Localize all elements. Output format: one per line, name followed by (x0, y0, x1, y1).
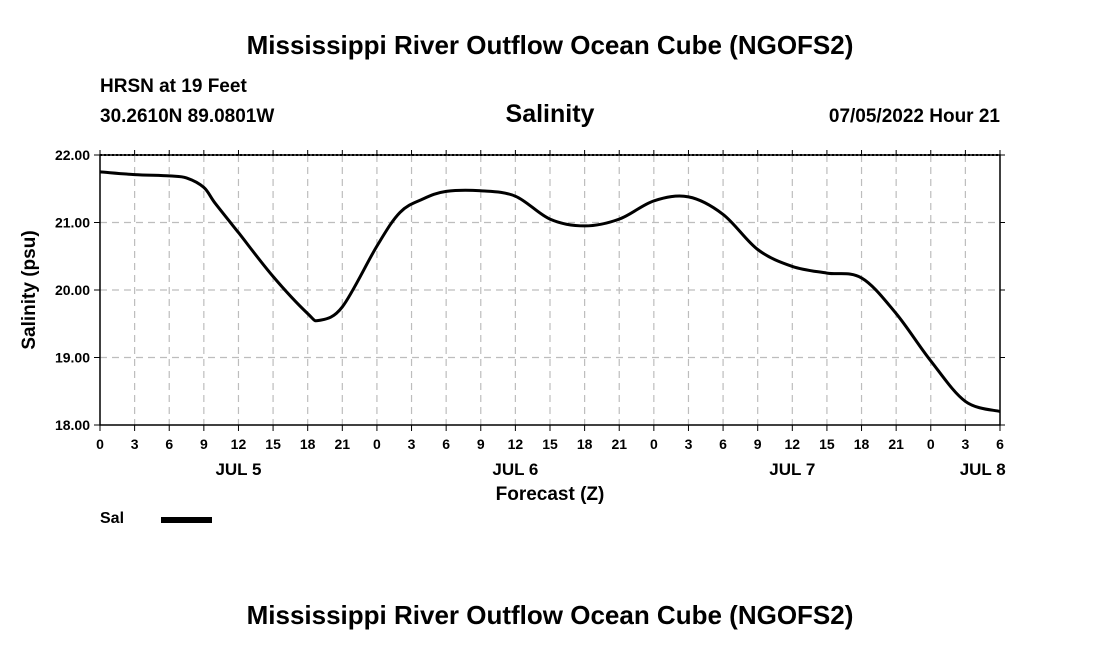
x-axis-label: Forecast (Z) (496, 484, 605, 505)
x-tick-label: 12 (231, 436, 247, 452)
x-tick-label: 18 (577, 436, 593, 452)
legend-label: Sal (100, 510, 125, 527)
x-tick-label: 12 (785, 436, 801, 452)
y-tick-label: 20.00 (55, 282, 90, 298)
x-tick-label: 9 (477, 436, 485, 452)
series-group (99, 170, 1001, 413)
station-coordinates: 30.2610N 89.0801W (100, 106, 275, 127)
footer-title: Mississippi River Outflow Ocean Cube (NG… (246, 600, 854, 630)
x-tick-label: 3 (961, 436, 969, 452)
x-tick-label: 6 (719, 436, 727, 452)
x-tick-label: 9 (754, 436, 762, 452)
x-tick-label: 15 (265, 436, 281, 452)
x-tick-label: 15 (819, 436, 835, 452)
x-tick-label: 3 (131, 436, 139, 452)
x-tick-label: 18 (854, 436, 870, 452)
x-tick-label: 21 (335, 436, 351, 452)
y-tick-label: 21.00 (55, 215, 90, 231)
x-tick-label: 12 (508, 436, 524, 452)
y-axis-label: Salinity (psu) (19, 230, 40, 349)
x-date-label: JUL 5 (215, 460, 261, 479)
x-tick-label: 9 (200, 436, 208, 452)
x-tick-label: 3 (685, 436, 693, 452)
axis-ticks: 0 3 6 9 12 15 18 21 0 3 6 9 12 15 18 21 0 3 6 9 12 15 18 21 0 3 6 1… (55, 147, 1006, 479)
x-tick-label: 21 (611, 436, 627, 452)
x-tick-label: 0 (927, 436, 935, 452)
x-tick-label: 21 (888, 436, 904, 452)
chart-grid (100, 155, 1000, 425)
chart-subtitle: Salinity (505, 100, 595, 128)
x-tick-label: 0 (650, 436, 658, 452)
forecast-timestamp: 07/05/2022 Hour 21 (828, 106, 1000, 127)
x-date-label: JUL 8 (960, 460, 1006, 479)
x-tick-label: 18 (300, 436, 316, 452)
x-tick-label: 6 (442, 436, 450, 452)
chart-title: Mississippi River Outflow Ocean Cube (NG… (246, 30, 854, 60)
x-tick-label: 6 (996, 436, 1004, 452)
x-date-label: JUL 7 (769, 460, 815, 479)
series-line-sal (99, 170, 1001, 413)
legend-line-swatch (161, 517, 212, 523)
x-tick-label: 0 (373, 436, 381, 452)
y-tick-label: 19.00 (55, 350, 90, 366)
x-date-label: JUL 6 (492, 460, 538, 479)
x-tick-label: 15 (542, 436, 558, 452)
station-label: HRSN at 19 Feet (100, 76, 247, 97)
x-tick-label: 0 (96, 436, 104, 452)
x-tick-label: 3 (408, 436, 416, 452)
x-tick-label: 6 (165, 436, 173, 452)
y-tick-label: 22.00 (55, 147, 90, 163)
y-tick-label: 18.00 (55, 417, 90, 433)
